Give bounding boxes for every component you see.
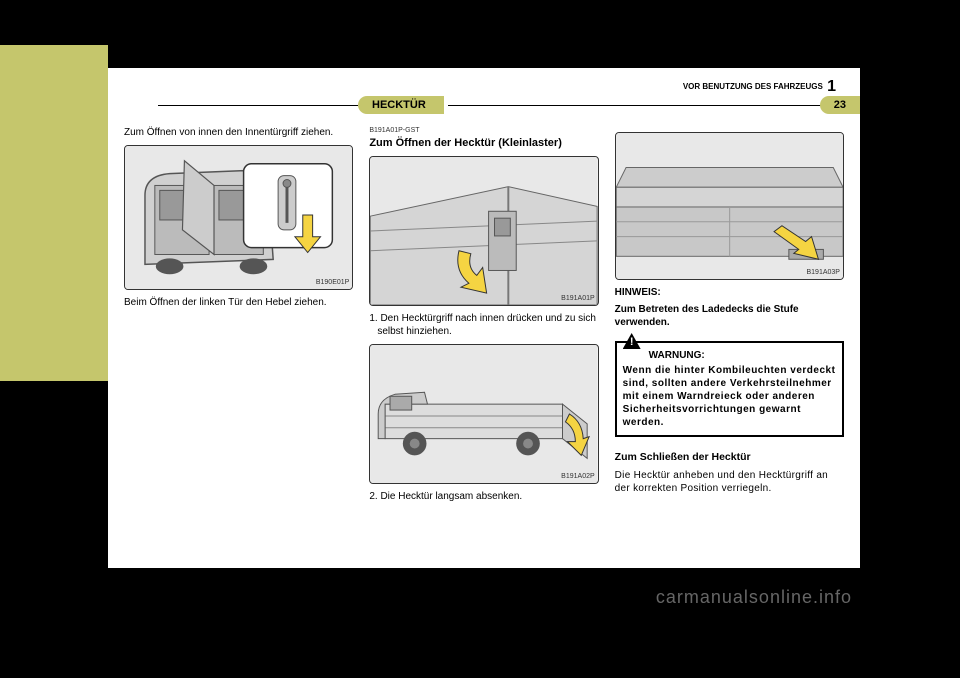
figure-label: B191A01P: [561, 294, 594, 303]
col2-heading: Zum Öffnen der Hecktür (Kleinlaster): [369, 136, 598, 150]
close-heading: Zum Schließen der Hecktür: [615, 451, 844, 465]
column-3: B191A03P HINWEIS: Zum Betreten des Laded…: [615, 126, 844, 560]
warning-body: Wenn die hinter Kombileuchten verdeckt s…: [623, 364, 836, 429]
warning-box: WARNUNG: Wenn die hinter Kombileuchten v…: [615, 341, 844, 437]
content-columns: Zum Öffnen von innen den Innentürgriff z…: [124, 126, 844, 560]
page-header: VOR BENUTZUNG DES FAHRZEUGS 1 HECKTÜR 23: [108, 68, 860, 118]
manual-page: VOR BENUTZUNG DES FAHRZEUGS 1 HECKTÜR 23…: [108, 68, 860, 568]
figure-van-handle: B190E01P: [124, 145, 353, 290]
warning-title: WARNUNG:: [649, 349, 836, 362]
col1-intro: Zum Öffnen von innen den Innentürgriff z…: [124, 126, 353, 139]
col2-step1: 1. Den Hecktürgriff nach innen drücken u…: [369, 312, 598, 338]
figure-label: B190E01P: [316, 278, 349, 287]
ref-code: B191A01P-GST: [369, 126, 598, 135]
chapter-label: VOR BENUTZUNG DES FAHRZEUGS 1: [683, 78, 836, 96]
close-text: Die Hecktür anheben und den Hecktürgriff…: [615, 469, 844, 495]
header-rule: [448, 105, 830, 106]
hinweis-label: HINWEIS:: [615, 286, 844, 299]
figure-truck-lowering: B191A02P: [369, 344, 598, 484]
figure-tailgate-handle: B191A01P: [369, 156, 598, 306]
warning-icon: [623, 333, 641, 349]
column-1: Zum Öffnen von innen den Innentürgriff z…: [124, 126, 353, 560]
col1-after: Beim Öffnen der linken Tür den Hebel zie…: [124, 296, 353, 309]
figure-label: B191A03P: [807, 268, 840, 277]
page-number-tab: 23: [820, 96, 860, 114]
hinweis-text: Zum Betreten des Ladedecks die Stufe ver…: [615, 303, 844, 329]
col2-step2: 2. Die Hecktür langsam absenken.: [369, 490, 598, 503]
chapter-text: VOR BENUTZUNG DES FAHRZEUGS: [683, 82, 823, 91]
chapter-number: 1: [827, 78, 836, 95]
figure-label: B191A02P: [561, 472, 594, 481]
olive-side-band: [0, 45, 108, 381]
figure-step: B191A03P: [615, 132, 844, 280]
section-title-tab: HECKTÜR: [358, 96, 444, 114]
column-2: B191A01P-GST Zum Öffnen der Hecktür (Kle…: [369, 126, 598, 560]
watermark-bottom: carmanualsonline.info: [656, 587, 852, 608]
